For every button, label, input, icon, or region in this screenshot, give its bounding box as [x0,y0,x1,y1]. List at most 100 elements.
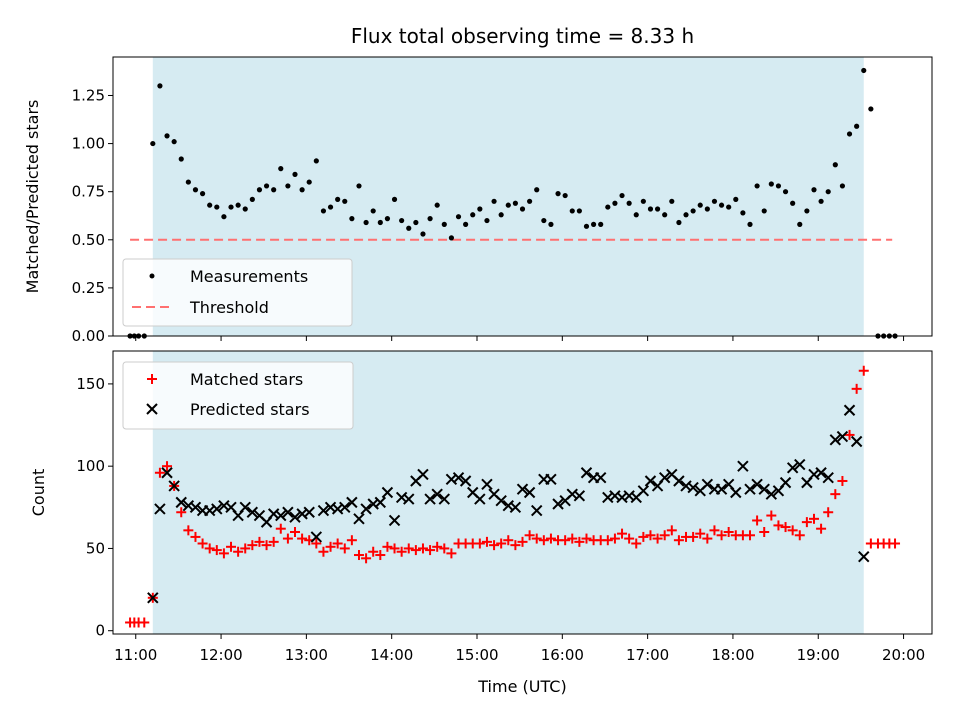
measurement-point [832,162,838,168]
predicted-star-point [715,483,728,495]
bottom-axes-frame [112,350,933,635]
x-stroke [189,501,202,514]
x-stroke [829,434,842,446]
bottom-panel: 0 50 100 150 11:00 12:00 13:00 14:00 15:00 16:00… [29,350,933,696]
x-stroke [808,468,820,481]
matched-star-points [125,365,901,628]
predicted-star-point [353,513,365,525]
measurement-point [263,183,270,189]
measurement-point [306,179,312,185]
x-stroke [331,503,344,515]
legend-predicted-stars: Predicted stars [190,400,310,419]
measurement-point [690,208,696,214]
matched-star-point [389,543,400,554]
measurement-point [782,189,789,195]
x-stroke [168,480,180,492]
matched-star-point [361,553,372,564]
x-stroke [346,496,358,509]
measurement-point [192,187,199,193]
bottom-legend: Matched stars Predicted stars [122,361,354,430]
measurement-point [363,219,369,226]
measurement-point [761,208,767,214]
measurement-point [541,217,547,224]
measurement-point [790,200,796,206]
measurement-point [214,204,220,210]
y-tick-label: 100 [76,457,105,475]
matched-star-point [688,531,699,542]
legend-predicted-marker [146,403,158,415]
matched-star-point [673,535,684,546]
measurement-point [320,208,327,214]
matched-star-point [332,538,343,549]
measurement-point [733,196,739,202]
measurement-point [590,221,597,227]
matched-star-point [617,528,628,539]
matched-star-point [139,617,150,628]
measurement-point [804,208,810,214]
matched-star-point [801,517,812,528]
measurement-point [818,198,824,204]
x-stroke [737,460,749,472]
y-tick-label: 0.75 [72,183,105,201]
measurement-point [470,212,476,218]
x-stroke [644,475,657,487]
x-stroke [147,592,159,604]
x-stroke [374,496,387,509]
x-stroke [353,513,365,525]
measurement-point [384,216,391,222]
measurement-point [548,221,554,227]
predicted-star-point [594,471,607,484]
predicted-star-point [730,486,742,499]
measurement-point [285,183,291,189]
matched-star-point [425,545,436,556]
predicted-star-point [516,483,529,495]
predicted-star-point [374,496,387,509]
x-stroke [225,501,237,514]
matched-star-point [154,467,165,478]
x-stroke [531,504,543,517]
measurement-point [377,219,383,226]
predicted-star-point [573,490,586,502]
x-stroke [275,509,287,522]
measurement-point [171,139,177,145]
matched-star-point [844,429,855,440]
matched-star-point [780,522,791,533]
predicted-star-point [779,476,792,489]
top-axes-frame [112,56,933,337]
top-legend-box [122,258,353,327]
matched-star-point [709,525,720,536]
matched-star-point [702,533,713,544]
predicted-star-point [282,506,294,518]
predicted-star-point [850,435,863,448]
x-stroke [495,495,507,507]
x-stroke [403,493,415,505]
x-tick-label: 16:00 [541,646,584,664]
measurement-point [527,198,533,204]
predicted-star-point [403,493,415,505]
matched-star-point [830,489,841,500]
measurement-point [391,196,398,202]
matched-star-point [759,526,770,537]
x-stroke [722,478,735,490]
y-tick-label: 1.25 [72,86,105,104]
x-stroke [602,491,614,504]
legend-x [146,403,158,415]
x-stroke [175,496,187,509]
measurement-point [356,183,362,189]
predicted-star-point [211,503,223,515]
x-tick-label: 20:00 [882,646,925,664]
x-stroke [481,478,493,490]
x-stroke [282,506,294,518]
predicted-star-point [431,488,443,500]
matched-star-point [474,538,485,549]
legend-measurements: Measurements [190,267,308,286]
measurement-point [605,204,611,210]
x-tick-label: 11:00 [114,646,157,664]
x-stroke [424,493,436,505]
x-stroke [239,501,251,514]
measurement-point [477,206,483,212]
legend-matched-stars: Matched stars [190,370,303,389]
bottom-y-axis-label: Count [29,469,48,517]
y-tick-label: 150 [76,375,105,393]
